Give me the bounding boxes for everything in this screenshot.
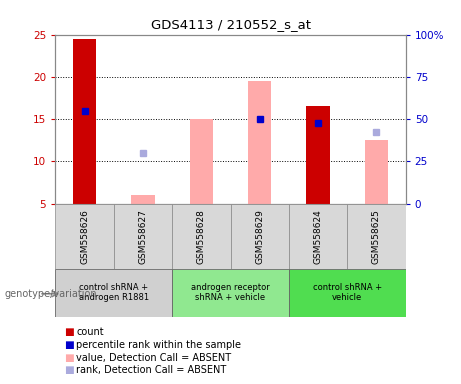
FancyBboxPatch shape [172,204,230,269]
Bar [189,119,213,204]
Text: GSM558627: GSM558627 [138,209,148,263]
Text: androgen receptor
shRNA + vehicle: androgen receptor shRNA + vehicle [191,283,270,303]
Text: GSM558624: GSM558624 [313,209,323,263]
Text: count: count [76,327,104,337]
Text: control shRNA +
vehicle: control shRNA + vehicle [313,283,382,303]
Text: ■: ■ [65,365,74,375]
Text: percentile rank within the sample: percentile rank within the sample [76,340,241,350]
Text: GSM558628: GSM558628 [197,209,206,263]
FancyBboxPatch shape [289,204,347,269]
Text: GSM558626: GSM558626 [80,209,89,263]
Text: GSM558629: GSM558629 [255,209,264,263]
Text: genotype/variation: genotype/variation [5,289,97,299]
Bar [365,140,388,204]
Title: GDS4113 / 210552_s_at: GDS4113 / 210552_s_at [150,18,311,31]
Text: control shRNA +
androgen R1881: control shRNA + androgen R1881 [79,283,149,303]
Bar [131,195,154,204]
Text: ■: ■ [65,353,74,362]
FancyBboxPatch shape [289,269,406,317]
Bar [248,81,272,204]
Text: rank, Detection Call = ABSENT: rank, Detection Call = ABSENT [76,365,226,375]
FancyBboxPatch shape [347,204,406,269]
Text: value, Detection Call = ABSENT: value, Detection Call = ABSENT [76,353,231,362]
FancyBboxPatch shape [55,204,114,269]
FancyBboxPatch shape [172,269,289,317]
Bar [307,106,330,204]
FancyBboxPatch shape [230,204,289,269]
Bar [73,39,96,204]
FancyBboxPatch shape [114,204,172,269]
FancyBboxPatch shape [55,269,172,317]
Text: GSM558625: GSM558625 [372,209,381,263]
Text: ■: ■ [65,327,74,337]
Text: ■: ■ [65,340,74,350]
